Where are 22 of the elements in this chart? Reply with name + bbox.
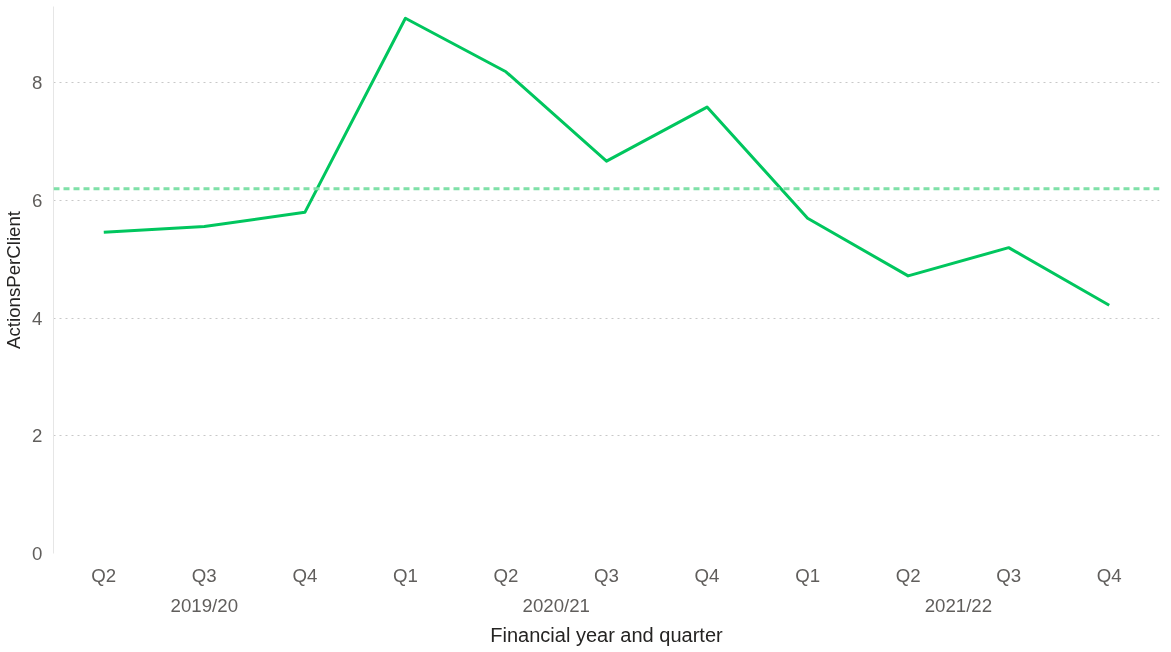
x-tick-label: Q3 (996, 564, 1022, 586)
x-axis-title: Financial year and quarter (490, 623, 724, 646)
y-tick-label: 6 (32, 190, 43, 212)
x-tick-label: Q2 (493, 564, 519, 586)
x-tick-label: Q1 (795, 564, 821, 586)
x-tick-label: Q2 (91, 564, 117, 586)
text: 2021/22 (924, 594, 993, 616)
x-tick-label: Q4 (292, 564, 318, 586)
y-tick-label: 2 (32, 425, 43, 447)
y-tick-label: 8 (32, 72, 43, 94)
x-tick-label: Q3 (191, 564, 217, 586)
line-series (102, 16, 1111, 307)
y-tick-label: 0 (32, 543, 43, 564)
y-axis-title: ActionsPerClient (3, 210, 25, 349)
x-tick-label: Q4 (694, 564, 720, 586)
x-tick-label: Q3 (594, 564, 619, 586)
x-tick-label: Q1 (392, 564, 418, 586)
text: 2020/21 (522, 594, 590, 616)
x-tick-label: Q4 (1096, 564, 1122, 586)
y-tick-label: 4 (32, 307, 43, 329)
x-tick-label: Q2 (895, 564, 921, 586)
text: 2019/20 (170, 594, 239, 616)
